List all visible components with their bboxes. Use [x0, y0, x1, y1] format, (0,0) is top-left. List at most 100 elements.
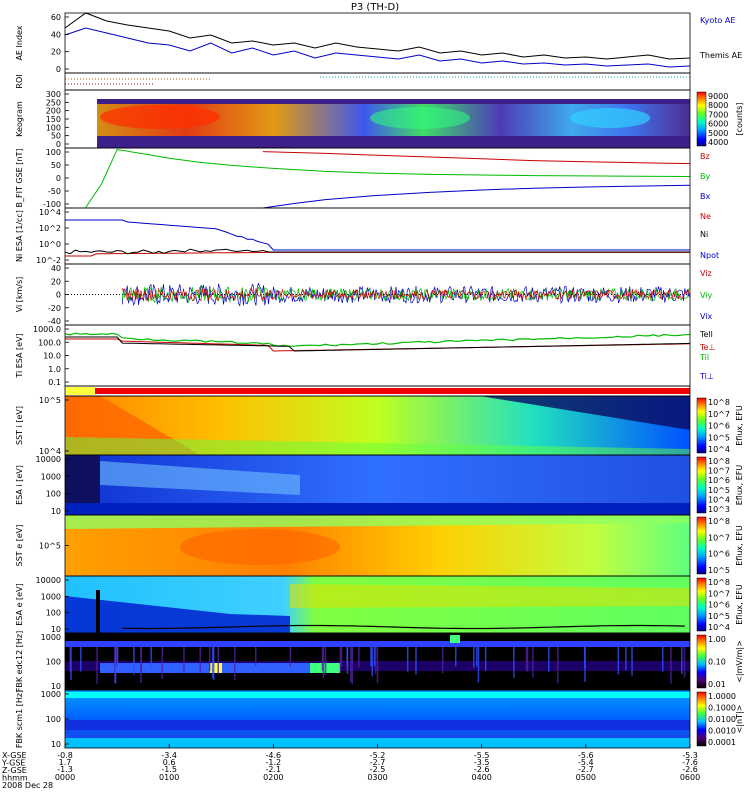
density-npot-line — [65, 219, 690, 251]
cbar-tick-esa_e: 10^6 — [708, 601, 730, 610]
legend-bfield: By — [700, 172, 710, 181]
velocity-series-2 — [121, 287, 691, 302]
fbk-e-streak — [199, 647, 201, 673]
sst-i-noise — [480, 396, 690, 430]
cbar-tick-esa_e: 10^4 — [708, 623, 730, 632]
ytick-fbk_b: 10 — [51, 740, 61, 749]
fbk-e-streak — [133, 647, 135, 675]
fbk-b-low — [65, 738, 690, 748]
fbk-e-streak — [406, 647, 409, 672]
cbar-tick-esa_e: 10^7 — [708, 589, 730, 598]
ytick-keogram: 200 — [46, 107, 61, 116]
fbk-e-streak — [415, 647, 417, 675]
fbk-e-streak — [631, 647, 633, 676]
fbk-e-streak — [526, 647, 529, 672]
ytick-keogram: 300 — [46, 90, 61, 99]
cbar-tick-sst_i: 10^7 — [708, 410, 730, 419]
cbar-tick-sst_i: 10^4 — [708, 445, 730, 454]
ytick-keogram: 250 — [46, 98, 61, 107]
fbk-e-streak — [513, 647, 515, 678]
cbar-label-esa_i: Eflux, EFU — [735, 465, 744, 506]
fbk-e-streak — [289, 647, 292, 667]
keogram-hotspot — [100, 105, 220, 129]
ytick-keogram: 0 — [56, 140, 61, 149]
colorbar-sst_i — [696, 397, 707, 454]
temp-til-line — [64, 332, 691, 347]
fbk-e-streak — [96, 647, 98, 684]
ytick-temperature: 10.0 — [43, 352, 61, 361]
flag-bar-start — [65, 387, 95, 395]
ytick-esa_i: 10 — [51, 507, 61, 516]
cbar-label-fbk_e: <|mV/m|> — [735, 640, 744, 683]
ytick-fbk_e: 100 — [46, 658, 61, 667]
fbk-e-streak — [351, 647, 354, 685]
ytick-velocity: -20 — [48, 304, 61, 313]
ytick-bfield: 100 — [46, 148, 61, 157]
ytick-velocity: 20 — [51, 277, 61, 286]
density-ni-line — [64, 248, 690, 255]
legend-velocity: Viz — [700, 269, 712, 278]
ylabel-bfield: B_FIT GSE [nT] — [15, 149, 24, 208]
cbar-tick-fbk_e: 1.00 — [708, 635, 726, 644]
xtick-time: 0000 — [55, 773, 75, 782]
ytick-esa_e: 100 — [46, 609, 61, 618]
colorbar-fbk_e — [696, 634, 707, 689]
ytick-bfield: -50 — [48, 187, 61, 196]
fbk-e-streak — [374, 647, 377, 674]
xtick-time: 0100 — [159, 773, 179, 782]
fbk-e-streak — [548, 647, 550, 673]
ytick-esa_e: 10 — [51, 625, 61, 634]
fbk-e-streak — [477, 647, 480, 683]
cbar-tick-esa_i: 10^4 — [708, 495, 730, 504]
fbk-e-streak — [584, 647, 586, 682]
ylabel-temperature: Ti ESA [eV] — [15, 333, 24, 378]
xtick-time: 0400 — [471, 773, 491, 782]
cbar-tick-esa_i: 10^6 — [708, 476, 730, 485]
cbar-tick-keogram: 8000 — [708, 101, 728, 110]
ylabel-esa_e: ESA e [eV] — [15, 583, 24, 625]
ytick-velocity: -40 — [48, 317, 61, 326]
legend-density: Npot — [700, 251, 719, 260]
esa-i-patch — [100, 461, 300, 495]
fbk-e-streak — [212, 647, 215, 680]
b-series-1 — [85, 148, 691, 208]
fbk-e-streak — [370, 647, 372, 667]
esa-e-low — [65, 596, 290, 633]
fbk-e-streak — [475, 647, 478, 667]
cbar-label-keogram: [counts] — [735, 103, 744, 136]
cbar-tick-fbk_b: 0.0001 — [708, 738, 736, 747]
ytick-fbk_b: 100 — [46, 715, 61, 724]
xtick-z: -1.3 — [57, 765, 73, 774]
ytick-fbk_b: 1000 — [41, 690, 61, 699]
colorbar-esa_e — [696, 577, 707, 632]
fbk-e-streak — [473, 647, 475, 668]
cbar-tick-esa_i: 10^5 — [708, 486, 730, 495]
colorbar-sst_e — [696, 516, 707, 575]
cbar-tick-fbk_b: 0.0100 — [708, 715, 736, 724]
cbar-tick-esa_e: 10^5 — [708, 612, 730, 621]
ytick-bfield: 0 — [56, 174, 61, 183]
fbk-e-streak — [322, 647, 325, 679]
esa-i-low — [65, 503, 690, 515]
ytick-keogram: 50 — [51, 132, 61, 141]
ae-series-1 — [64, 12, 691, 60]
fbk-e-streak — [670, 647, 672, 684]
xtick-z: -1.5 — [161, 765, 177, 774]
fbk-e-streak — [617, 647, 620, 675]
legend-density: Ni — [700, 230, 708, 239]
ytick-esa_i: 1000 — [41, 472, 61, 481]
fbk-e-streak — [339, 647, 342, 673]
ytick-ae: 60 — [51, 13, 61, 22]
xaxis-row-label: Y-GSE — [1, 759, 25, 768]
xaxis-row-label: hhmm — [2, 774, 28, 783]
ylabel-keogram: Keogram — [15, 101, 24, 137]
ylabel-velocity: Vi [km/s] — [15, 277, 24, 313]
fbk-e-spike-1 — [210, 663, 222, 673]
xtick-y: -1.2 — [266, 758, 282, 767]
fbk-e-streak — [183, 647, 185, 674]
fbk-b-band — [65, 720, 690, 730]
fbk-e-streak — [525, 647, 528, 671]
legend-velocity: Vix — [700, 312, 713, 321]
xtick-y: -2.7 — [370, 758, 386, 767]
